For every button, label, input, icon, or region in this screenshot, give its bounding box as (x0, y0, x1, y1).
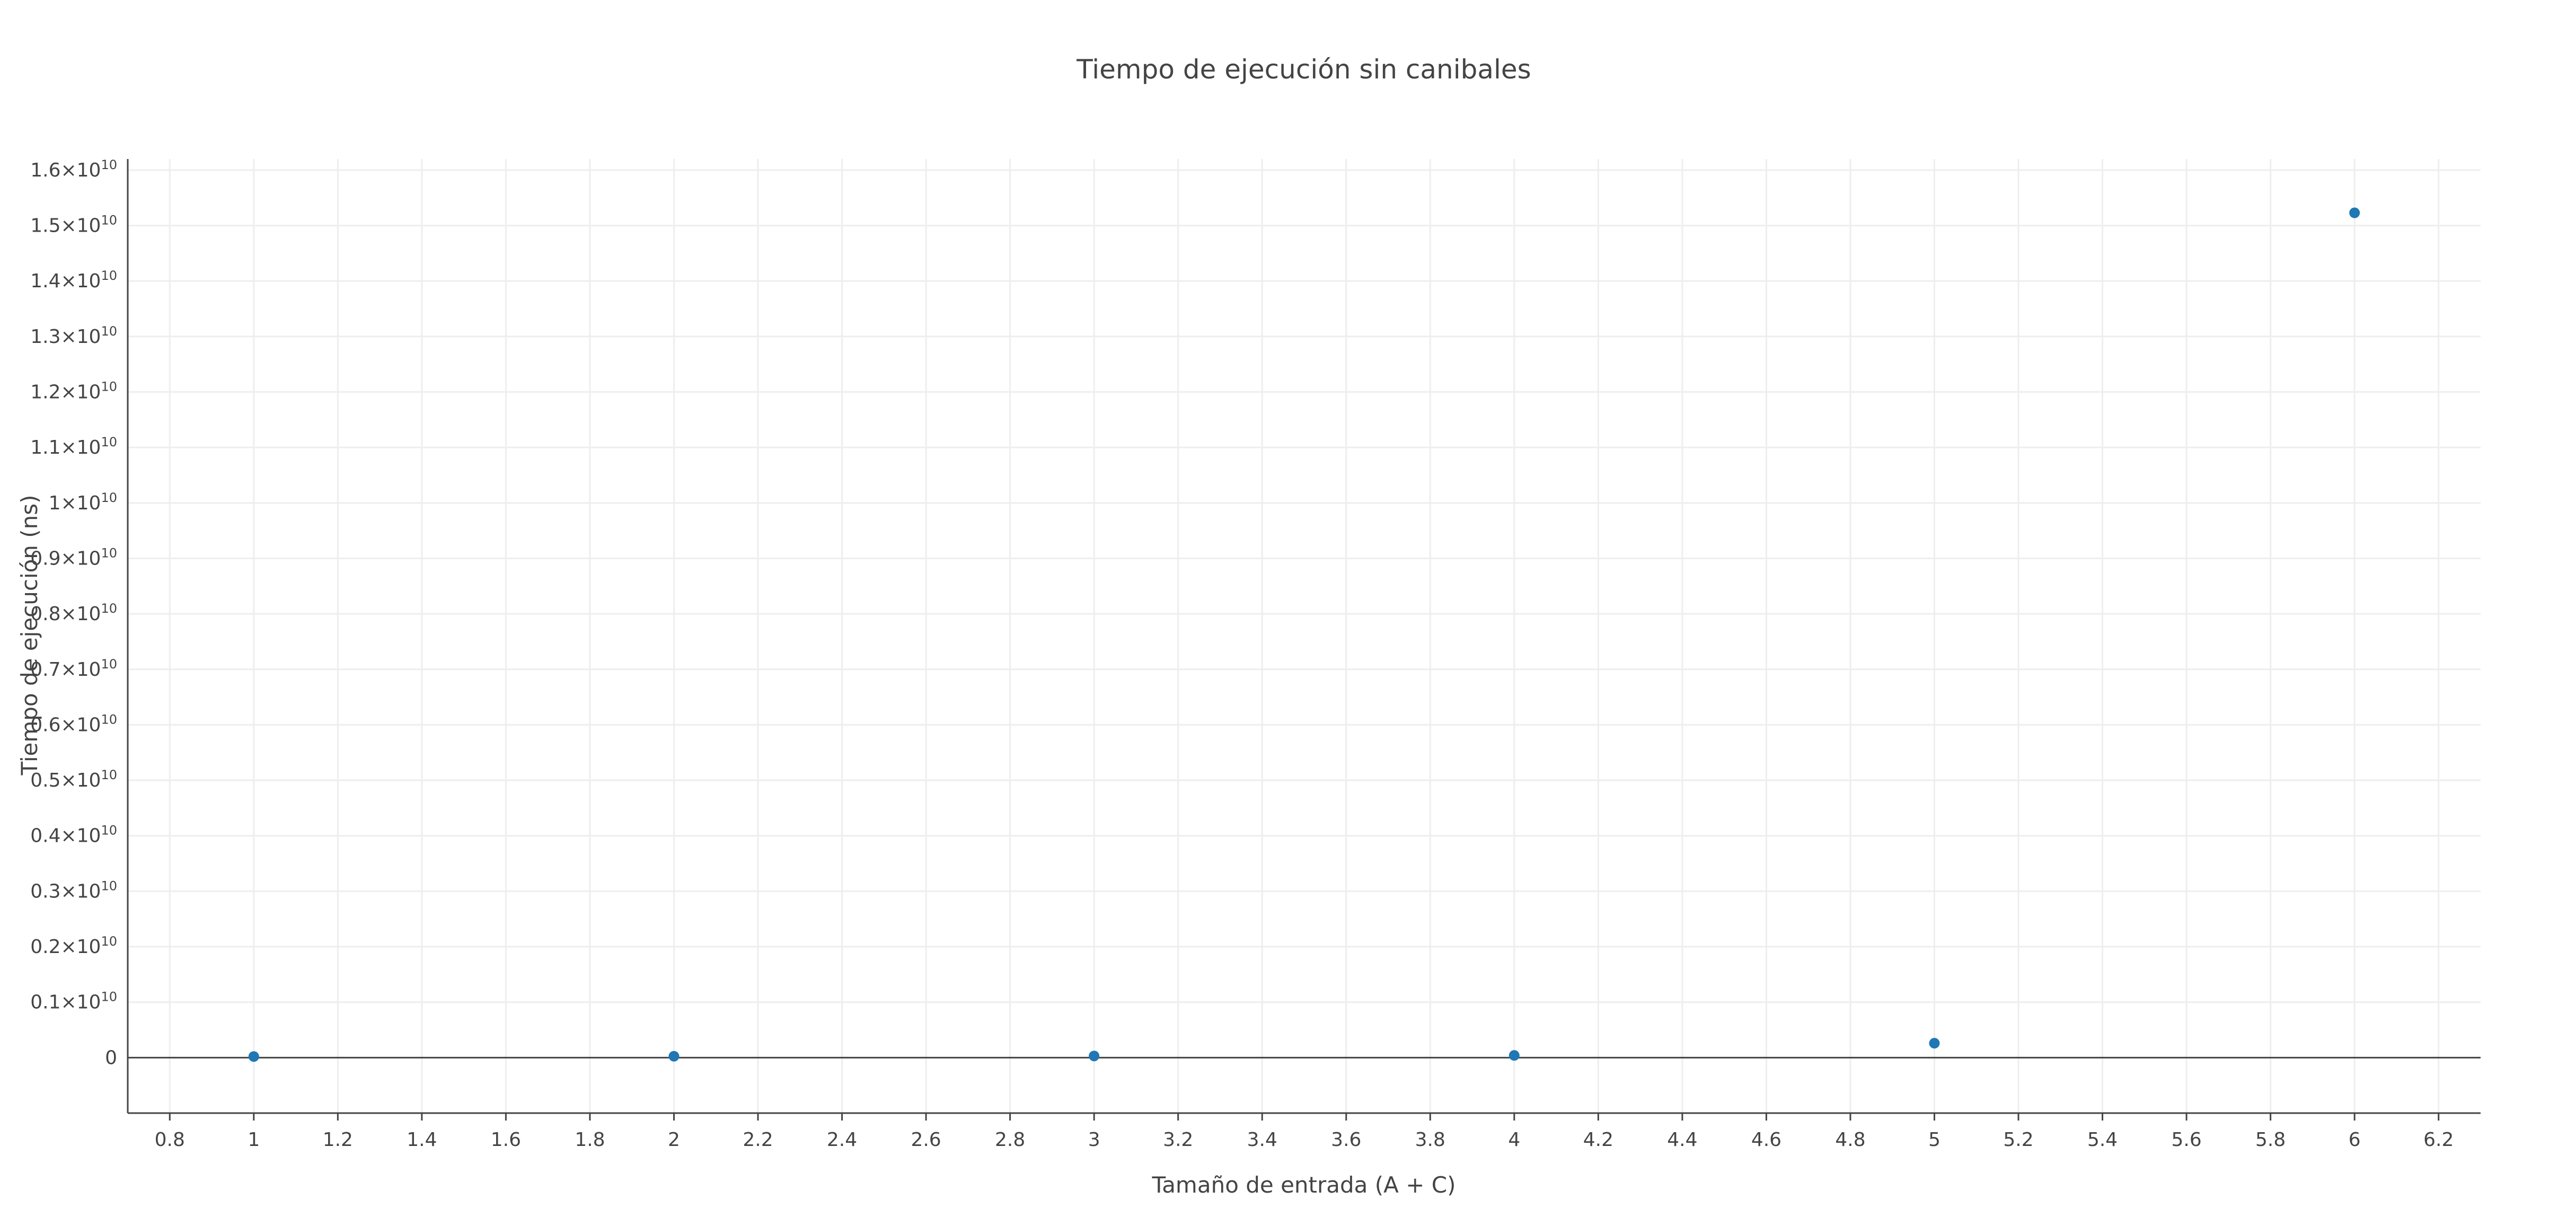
x-tick-label: 5.4 (2087, 1129, 2118, 1151)
x-tick-label: 5.6 (2171, 1129, 2201, 1151)
x-tick-label: 2.4 (827, 1129, 857, 1151)
y-tick-label: 0.5×1010 (30, 768, 117, 791)
y-tick-label: 0.2×1010 (30, 934, 117, 958)
x-tick-label: 3.4 (1247, 1129, 1277, 1151)
x-axis-title: Tamaño de entrada (A + C) (1151, 1172, 1455, 1198)
x-axis-ticks: 0.8 1 1.2 1.4 1.6 1.8 2 2.2 2.4 2.6 2.8 3 3.2 3.4 3.6 3… (155, 1129, 2454, 1151)
data-point (248, 1051, 259, 1062)
y-axis-title: Tiempo de ejecución (ns) (16, 495, 42, 775)
x-tick-label: 6 (2349, 1129, 2361, 1151)
y-tick-label: 1.6×1010 (30, 157, 117, 181)
y-tick-label: 0.6×1010 (30, 712, 117, 736)
grid-lines (128, 159, 2481, 1113)
x-tick-label: 1.8 (575, 1129, 605, 1151)
x-tick-label: 1.4 (407, 1129, 437, 1151)
y-tick-label: 0.4×1010 (30, 823, 117, 847)
y-axis-ticks: 0 0.1×1010 0.2×1010 0.3×1010 0.4×1010 0.5×101… (30, 157, 117, 1069)
y-tick-label: 0.7×1010 (30, 657, 117, 681)
axes (127, 159, 2481, 1121)
y-tick-label: 0.9×1010 (30, 545, 117, 569)
y-tick-label: 1×1010 (49, 490, 117, 514)
data-point (2349, 207, 2360, 218)
x-tick-label: 4.4 (1667, 1129, 1697, 1151)
x-tick-label: 3.2 (1163, 1129, 1193, 1151)
x-tick-label: 5.2 (2003, 1129, 2033, 1151)
x-tick-label: 4.6 (1751, 1129, 1781, 1151)
x-tick-label: 1 (248, 1129, 260, 1151)
data-point (668, 1051, 680, 1062)
data-point (1089, 1051, 1100, 1062)
y-tick-label: 0 (105, 1047, 117, 1069)
x-tick-label: 3 (1088, 1129, 1100, 1151)
y-tick-label: 1.2×1010 (30, 380, 117, 403)
x-tick-label: 4 (1508, 1129, 1520, 1151)
y-tick-label: 1.5×1010 (30, 213, 117, 237)
x-tick-label: 4.8 (1835, 1129, 1865, 1151)
x-tick-label: 2.2 (743, 1129, 773, 1151)
x-tick-label: 5 (1928, 1129, 1940, 1151)
x-tick-label: 5.8 (2255, 1129, 2286, 1151)
x-tick-label: 1.6 (491, 1129, 521, 1151)
x-tick-label: 2 (668, 1129, 680, 1151)
y-tick-label: 1.1×1010 (30, 435, 117, 458)
y-tick-label: 0.8×1010 (30, 601, 117, 625)
x-tick-label: 0.8 (155, 1129, 185, 1151)
data-points (248, 207, 2360, 1062)
x-tick-label: 4.2 (1583, 1129, 1613, 1151)
data-point (1508, 1050, 1520, 1061)
y-tick-label: 0.3×1010 (30, 878, 117, 902)
x-tick-label: 6.2 (2423, 1129, 2454, 1151)
x-tick-label: 3.8 (1415, 1129, 1445, 1151)
y-tick-label: 0.1×1010 (30, 990, 117, 1013)
x-tick-label: 2.8 (995, 1129, 1025, 1151)
chart-title: Tiempo de ejecución sin canibales (1076, 54, 1531, 85)
x-tick-label: 1.2 (323, 1129, 353, 1151)
x-tick-label: 2.6 (911, 1129, 941, 1151)
y-tick-label: 1.4×1010 (30, 268, 117, 292)
y-tick-label: 1.3×1010 (30, 324, 117, 348)
data-point (1929, 1038, 1940, 1049)
x-tick-label: 3.6 (1331, 1129, 1361, 1151)
